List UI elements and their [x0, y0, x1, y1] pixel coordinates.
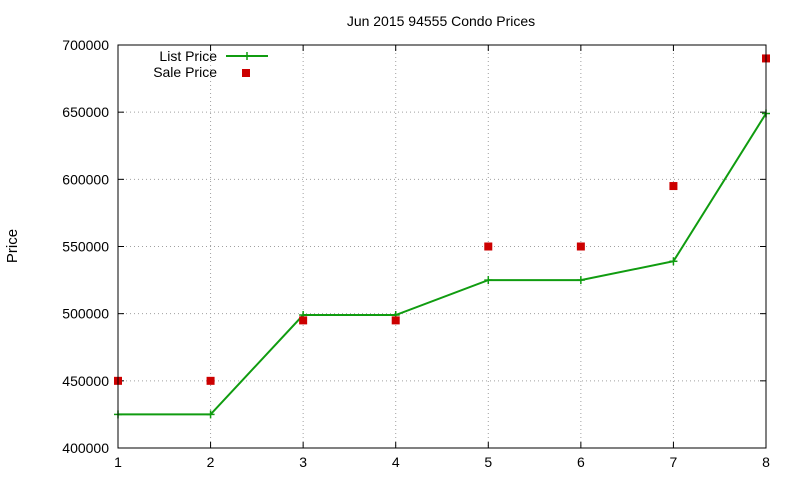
- sale-price-point: [299, 316, 308, 325]
- x-tick-label: 7: [670, 454, 678, 470]
- y-tick-label: 500000: [62, 306, 109, 322]
- y-tick-label: 550000: [62, 239, 109, 255]
- list-price-point: [484, 276, 493, 285]
- legend-square-marker: [242, 69, 250, 77]
- legend-label: List Price: [159, 48, 217, 64]
- sale-price-point: [391, 316, 400, 325]
- y-axis-tick-labels: 400000 450000 500000 550000 600000 650000 7000…: [62, 37, 109, 456]
- x-tick-label: 3: [299, 454, 307, 470]
- y-tick-label: 450000: [62, 373, 109, 389]
- legend-label: Sale Price: [153, 64, 217, 80]
- sale-price-point: [206, 376, 215, 385]
- sale-price-point: [484, 242, 493, 251]
- sale-price-point: [576, 242, 585, 251]
- x-tick-label: 1: [114, 454, 122, 470]
- x-tick-label: 8: [762, 454, 770, 470]
- y-tick-label: 650000: [62, 104, 109, 120]
- y-tick-label: 700000: [62, 37, 109, 53]
- series-list-price: [114, 109, 770, 419]
- x-tick-label: 6: [577, 454, 585, 470]
- list-price-point: [669, 257, 678, 266]
- x-tick-label: 2: [207, 454, 215, 470]
- list-price-point: [206, 410, 215, 419]
- x-axis-tick-labels: 1 2 3 4 5 6 7 8: [114, 454, 770, 470]
- plot-series: [114, 54, 770, 419]
- y-tick-label: 400000: [62, 440, 109, 456]
- series-sale-price: [114, 54, 770, 385]
- chart-title: Jun 2015 94555 Condo Prices: [347, 13, 535, 29]
- plot-frame: [117, 44, 767, 449]
- y-tick-label: 600000: [62, 171, 109, 187]
- x-tick-label: 4: [392, 454, 400, 470]
- sale-price-point: [669, 182, 678, 191]
- y-axis-label: Price: [4, 229, 21, 263]
- x-tick-label: 5: [484, 454, 492, 470]
- list-price-point: [576, 276, 585, 285]
- legend-plus-marker: [243, 52, 251, 60]
- grid-lines: [118, 45, 766, 448]
- list-price-line: [118, 112, 767, 416]
